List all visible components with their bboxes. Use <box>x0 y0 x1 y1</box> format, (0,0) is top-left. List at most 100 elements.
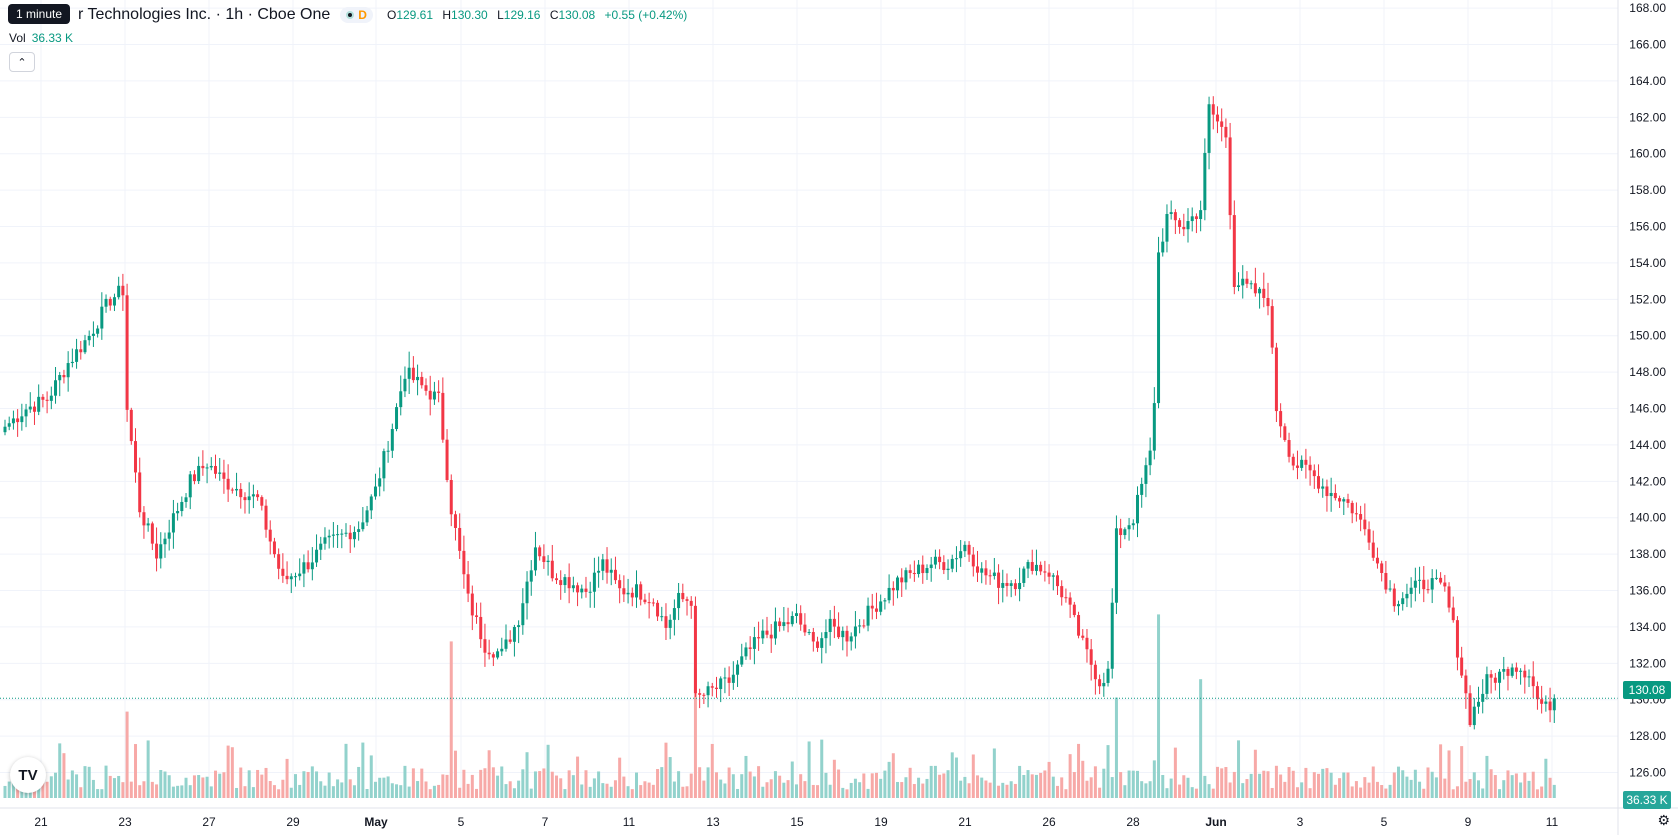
candle-body <box>1215 114 1219 122</box>
market-status[interactable]: D <box>340 7 373 23</box>
volume-bar <box>1009 781 1013 798</box>
candle-body <box>891 587 895 591</box>
candle-body <box>176 511 180 514</box>
volume-bar <box>639 785 643 798</box>
candle-body <box>546 560 550 563</box>
candle-body <box>1346 499 1350 503</box>
volume-bar <box>1359 787 1363 798</box>
candle-body <box>121 285 125 296</box>
price-tick-label: 162.00 <box>1629 110 1666 124</box>
price-tick-label: 148.00 <box>1629 365 1666 379</box>
volume-bar <box>1173 747 1177 798</box>
volume-bar <box>900 782 904 798</box>
volume-bar <box>167 775 171 798</box>
candle-body <box>904 570 908 583</box>
volume-bar <box>264 767 268 798</box>
tradingview-logo-icon[interactable]: TV <box>10 757 46 793</box>
volume-bar <box>891 753 895 798</box>
volume-bar <box>3 785 7 798</box>
volume-bar <box>1152 760 1156 798</box>
candle-body <box>1131 523 1135 526</box>
volume-bar <box>799 774 803 798</box>
gear-icon[interactable]: ⚙ <box>1657 812 1670 828</box>
volume-bar <box>862 773 866 798</box>
volume-bar <box>933 765 937 798</box>
candle-body <box>698 693 702 695</box>
candle-body <box>428 390 432 400</box>
candle-body <box>862 625 866 627</box>
candle-body <box>298 573 302 577</box>
candle-body <box>1274 347 1278 412</box>
volume-bar <box>475 788 479 798</box>
collapse-legend-button[interactable]: ⌃ <box>9 52 35 72</box>
candle-body <box>980 568 984 573</box>
price-tick-label: 150.00 <box>1629 329 1666 343</box>
volume-bar <box>285 758 289 798</box>
volume-bar <box>230 747 234 798</box>
candle-body <box>567 577 571 589</box>
candle-body <box>529 570 533 582</box>
candle-body <box>689 600 693 606</box>
symbol-legend: r Technologies Inc. · 1h · Cboe One D O1… <box>8 6 687 24</box>
candle-body <box>946 568 950 571</box>
volume-bar <box>1502 780 1506 798</box>
volume-bar <box>75 774 79 798</box>
candle-body <box>512 627 516 642</box>
candle-body <box>517 625 521 628</box>
candle-body <box>28 406 32 410</box>
volume-bar <box>1135 770 1139 798</box>
candle-body <box>1148 450 1152 466</box>
volume-bar <box>1527 780 1531 798</box>
volume-bar <box>790 761 794 798</box>
candle-body <box>277 554 281 569</box>
candle-body <box>988 575 992 577</box>
volume-bars <box>3 614 1556 798</box>
candle-body <box>197 465 201 482</box>
volume-bar <box>727 767 731 798</box>
time-tick-label: 5 <box>458 815 465 829</box>
candle-body <box>908 570 912 573</box>
candle-body <box>209 465 213 468</box>
volume-bar <box>874 772 878 798</box>
candle-body <box>929 564 933 569</box>
volume-bar <box>1093 766 1097 798</box>
candle-body <box>853 626 857 637</box>
volume-bar <box>222 772 226 798</box>
volume-bar <box>588 786 592 798</box>
candle-body <box>933 556 937 565</box>
volume-bar <box>1068 754 1072 798</box>
volume-bar <box>1472 772 1476 798</box>
volume-bar <box>289 787 293 798</box>
candle-body <box>1026 562 1030 569</box>
candle-body <box>437 391 441 393</box>
candle-body <box>1523 670 1527 678</box>
candle-body <box>1127 525 1131 530</box>
candle-body <box>125 295 129 410</box>
high-value: 130.30 <box>451 8 488 22</box>
candle-body <box>685 599 689 601</box>
volume-bar <box>184 777 188 798</box>
volume-bar <box>470 774 474 798</box>
volume-bar <box>462 769 466 798</box>
candle-body <box>967 544 971 555</box>
candle-body <box>580 588 584 593</box>
candle-body <box>1287 440 1291 457</box>
volume-bar <box>761 786 765 798</box>
price-axis[interactable]: 126.00128.00130.00132.00134.00136.00138.… <box>1617 0 1666 835</box>
candle-body <box>500 648 504 652</box>
volume-bar <box>504 784 508 798</box>
volume-bar <box>319 781 323 798</box>
candle-body <box>214 465 217 474</box>
volume-bar <box>609 786 613 798</box>
candle-body <box>626 592 630 595</box>
candle-body <box>247 496 251 501</box>
candle-body <box>1245 278 1249 284</box>
volume-bar <box>121 782 125 798</box>
symbol-title[interactable]: r Technologies Inc. · 1h · Cboe One <box>78 6 331 23</box>
volume-bar <box>1321 768 1325 798</box>
time-axis[interactable]: 21 23 27 29 May 5 7 11 13 15 19 21 26 28 Jun 3 5 9 11 <box>0 807 1678 829</box>
candle-body <box>563 577 567 586</box>
volume-bar <box>1018 765 1022 798</box>
candle-body <box>150 523 154 544</box>
